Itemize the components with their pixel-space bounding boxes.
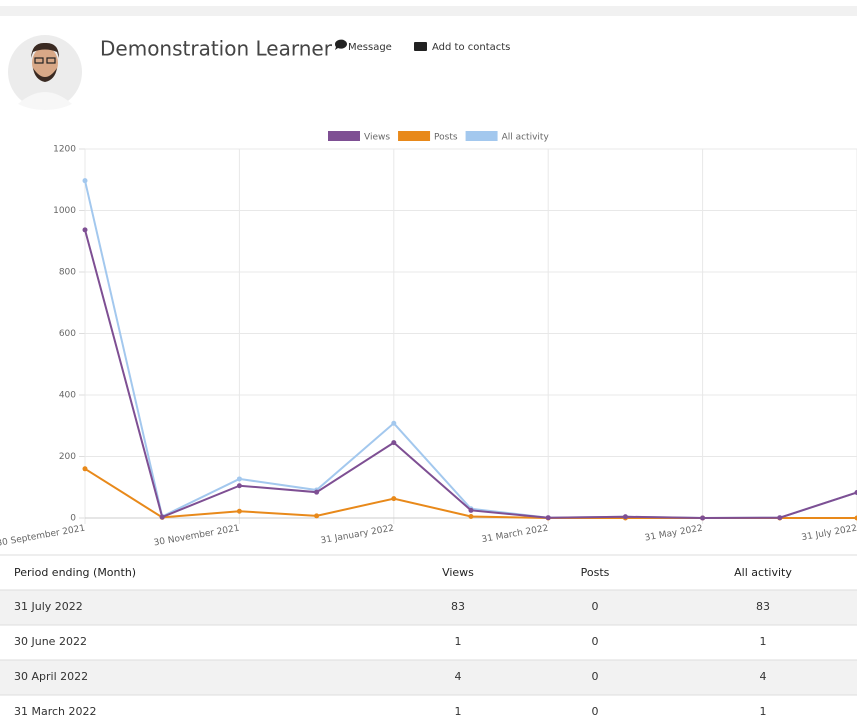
data-point: [160, 515, 165, 520]
y-tick-label: 400: [59, 391, 76, 401]
legend-swatch: [466, 131, 498, 141]
column-header: Period ending (Month): [14, 566, 136, 579]
table-cell: 0: [592, 635, 599, 648]
table-row: [0, 695, 857, 717]
y-tick-label: 800: [59, 268, 76, 278]
chart: 0 200 400 600 800 1000 1200 30 September 2021 30…: [0, 131, 857, 549]
series-line: [85, 230, 857, 518]
series-line: [85, 181, 857, 518]
table-cell: 0: [592, 705, 599, 717]
legend-label: Views: [364, 133, 390, 143]
data-point: [237, 509, 242, 514]
data-point: [700, 516, 705, 521]
y-tick-label: 0: [70, 514, 76, 524]
data-point: [623, 514, 628, 519]
data-point: [777, 515, 782, 520]
data-point: [237, 483, 242, 488]
table-row: [0, 590, 857, 625]
x-tick-label: 31 March 2022: [481, 524, 549, 546]
table-cell: 83: [756, 600, 770, 613]
data-point: [469, 508, 474, 513]
screen: Demonstration Learner Message Add to con…: [0, 0, 857, 717]
x-tick-label: 31 July 2022: [801, 524, 857, 544]
table-row: [0, 625, 857, 660]
legend-label: Posts: [434, 133, 458, 143]
table-cell: 1: [760, 635, 767, 648]
table-cell: 4: [760, 670, 767, 683]
y-tick-label: 1200: [53, 145, 76, 155]
x-tick-label: 31 January 2022: [320, 524, 395, 547]
column-header: Posts: [581, 566, 610, 579]
table-cell: 30 April 2022: [14, 670, 88, 683]
avatar: [8, 35, 82, 110]
add-contacts-link[interactable]: Add to contacts: [432, 42, 510, 53]
user-name: Demonstration Learner: [100, 37, 333, 61]
table-cell: 83: [451, 600, 465, 613]
data-point: [391, 496, 396, 501]
data-point: [391, 421, 396, 426]
data-point: [83, 227, 88, 232]
top-bar: [0, 6, 857, 16]
legend-label: All activity: [502, 133, 550, 143]
message-icon[interactable]: [335, 40, 347, 50]
contacts-icon[interactable]: [414, 42, 427, 51]
legend-swatch: [398, 131, 430, 141]
table-cell: 0: [592, 600, 599, 613]
y-tick-label: 1000: [53, 206, 76, 216]
table-cell: 1: [455, 705, 462, 717]
y-tick-label: 600: [59, 329, 76, 339]
data-point: [314, 490, 319, 495]
table-cell: 1: [455, 635, 462, 648]
data-point: [83, 178, 88, 183]
page: Demonstration Learner Message Add to con…: [0, 0, 857, 717]
data-point: [469, 514, 474, 519]
table-cell: 31 July 2022: [14, 600, 83, 613]
table-cell: 4: [455, 670, 462, 683]
table-row: [0, 660, 857, 695]
table-cell: 30 June 2022: [14, 635, 87, 648]
x-tick-label: 30 September 2021: [0, 524, 86, 549]
y-tick-label: 200: [59, 452, 76, 462]
table-cell: 0: [592, 670, 599, 683]
table-cell: 31 March 2022: [14, 705, 97, 717]
legend-swatch: [328, 131, 360, 141]
x-tick-label: 31 May 2022: [644, 524, 704, 544]
table-cell: 1: [760, 705, 767, 717]
table: Period ending (Month) Views Posts All activ…: [0, 555, 857, 717]
data-point: [83, 466, 88, 471]
data-point: [314, 513, 319, 518]
column-header: Views: [442, 566, 474, 579]
column-header: All activity: [734, 566, 792, 579]
data-point: [237, 476, 242, 481]
message-link[interactable]: Message: [348, 42, 392, 53]
data-point: [391, 440, 396, 445]
data-point: [546, 515, 551, 520]
x-tick-label: 30 November 2021: [153, 524, 240, 549]
